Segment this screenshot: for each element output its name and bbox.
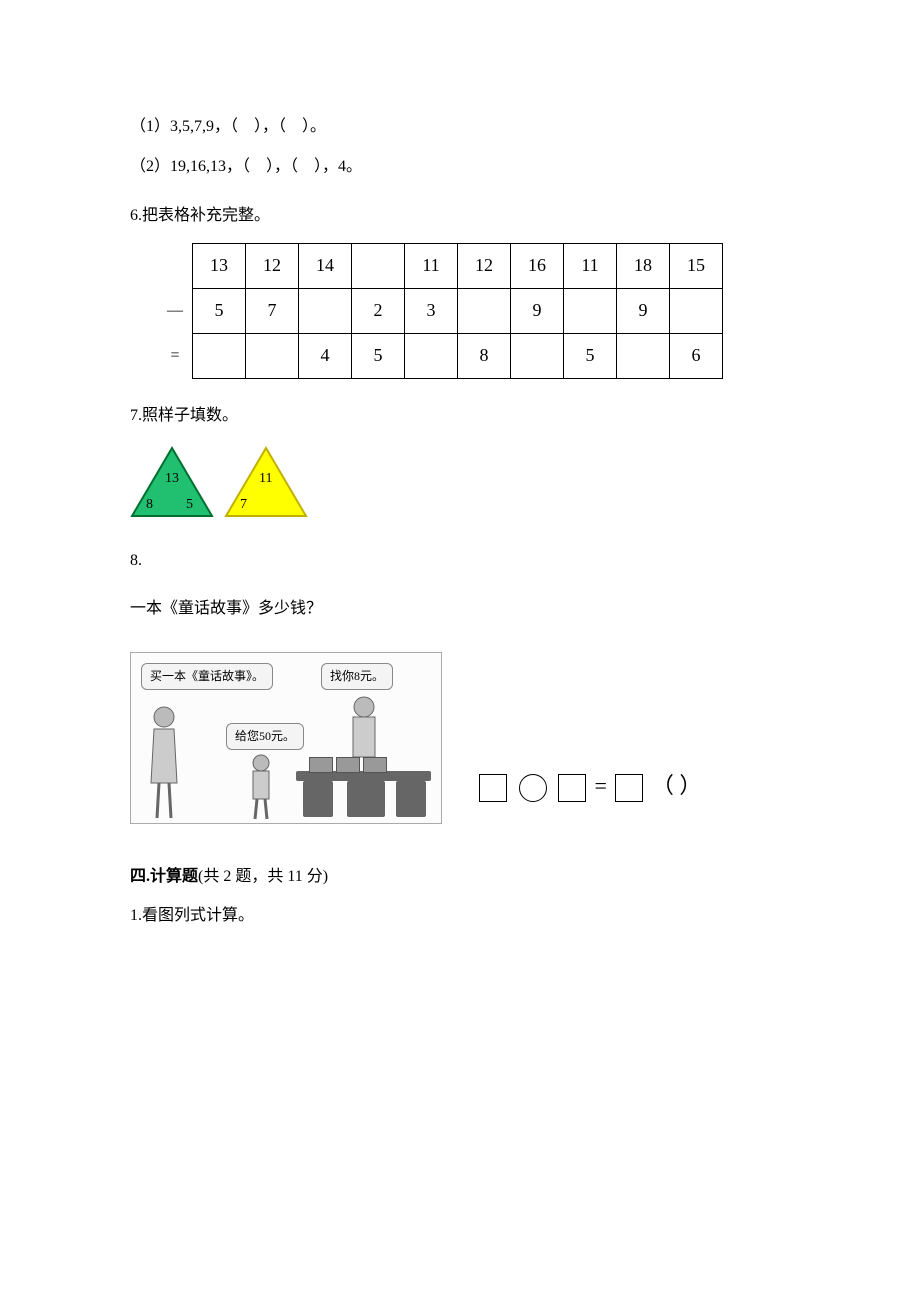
table-cell: 3 xyxy=(405,288,458,333)
q8-question: 一本《童话故事》多少钱？ xyxy=(130,596,790,622)
book-stack-icon xyxy=(336,757,360,773)
speech-bubble-buy: 买一本《童话故事》。 xyxy=(141,663,273,690)
table-cell: 8 xyxy=(458,333,511,378)
child-icon xyxy=(241,753,281,821)
q8-scene: 买一本《童话故事》。 找你8元。 给您50元。 xyxy=(130,652,442,824)
table-cell: 13 xyxy=(193,243,246,288)
book-stack-icon xyxy=(309,757,333,773)
section-4-title: 四.计算题 xyxy=(130,868,198,885)
section-4-count: (共 2 题，共 11 分) xyxy=(198,868,328,885)
table-cell: 12 xyxy=(458,243,511,288)
table-cell: 11 xyxy=(405,243,458,288)
table-cell: 9 xyxy=(617,288,670,333)
table-cell xyxy=(670,288,723,333)
equals-sign: = xyxy=(595,773,607,798)
book-stack-icon xyxy=(363,757,387,773)
q5-seq2: （2）19,16,13，（ ），（ ），4。 xyxy=(130,154,790,180)
speech-bubble-change: 找你8元。 xyxy=(321,663,393,690)
operand-slot xyxy=(558,774,586,802)
clerk-icon xyxy=(341,695,387,765)
table-cell: 4 xyxy=(299,333,352,378)
table-cell xyxy=(617,333,670,378)
q8-equation: = （ ） xyxy=(476,768,701,803)
operator-slot xyxy=(519,774,547,802)
sec4-q1: 1.看图列式计算。 xyxy=(130,903,790,929)
table-cell: 9 xyxy=(511,288,564,333)
section-4-heading: 四.计算题(共 2 题，共 11 分) xyxy=(130,864,790,890)
counter-icon xyxy=(396,781,426,817)
row-lead: = xyxy=(158,333,193,378)
table-cell: 16 xyxy=(511,243,564,288)
counter-icon xyxy=(303,781,333,817)
operand-slot xyxy=(479,774,507,802)
table-cell xyxy=(193,333,246,378)
tri-left-value: 8 xyxy=(146,494,153,516)
table-cell xyxy=(405,333,458,378)
tri-top-value: 11 xyxy=(259,468,272,490)
table-cell: 15 xyxy=(670,243,723,288)
woman-icon xyxy=(139,703,189,821)
speech-bubble-pay: 给您50元。 xyxy=(226,723,304,750)
table-cell: 12 xyxy=(246,243,299,288)
tri-left-value: 7 xyxy=(240,494,247,516)
counter-icon xyxy=(347,781,385,817)
unit-paren: （ ） xyxy=(652,773,702,798)
table-cell: 5 xyxy=(193,288,246,333)
result-slot xyxy=(615,774,643,802)
table-cell: 5 xyxy=(564,333,617,378)
table-row: — 5 7 2 3 9 9 xyxy=(158,288,723,333)
table-cell: 5 xyxy=(352,333,405,378)
tri-right-value: 5 xyxy=(186,494,193,516)
table-cell xyxy=(564,288,617,333)
table-row: 13 12 14 11 12 16 11 18 15 xyxy=(158,243,723,288)
q6-label: 6.把表格补充完整。 xyxy=(130,203,790,229)
tri-top-value: 13 xyxy=(165,468,179,490)
q7-triangles: 13 8 5 11 7 xyxy=(130,446,790,518)
table-cell: 14 xyxy=(299,243,352,288)
table-cell xyxy=(352,243,405,288)
q8-number: 8. xyxy=(130,548,790,574)
triangle-fill: 11 7 xyxy=(224,446,308,518)
row-lead: — xyxy=(158,288,193,333)
table-cell xyxy=(511,333,564,378)
table-cell: 6 xyxy=(670,333,723,378)
row-lead xyxy=(158,243,193,288)
table-row: = 4 5 8 5 6 xyxy=(158,333,723,378)
triangle-example: 13 8 5 xyxy=(130,446,214,518)
table-cell: 7 xyxy=(246,288,299,333)
table-cell xyxy=(299,288,352,333)
table-cell: 11 xyxy=(564,243,617,288)
q7-label: 7.照样子填数。 xyxy=(130,403,790,429)
table-cell xyxy=(246,333,299,378)
table-cell: 18 xyxy=(617,243,670,288)
q6-table: 13 12 14 11 12 16 11 18 15 — 5 7 2 3 9 9… xyxy=(158,243,723,379)
q5-seq1: （1）3,5,7,9，（ ），（ ）。 xyxy=(130,114,790,140)
table-cell: 2 xyxy=(352,288,405,333)
table-cell xyxy=(458,288,511,333)
